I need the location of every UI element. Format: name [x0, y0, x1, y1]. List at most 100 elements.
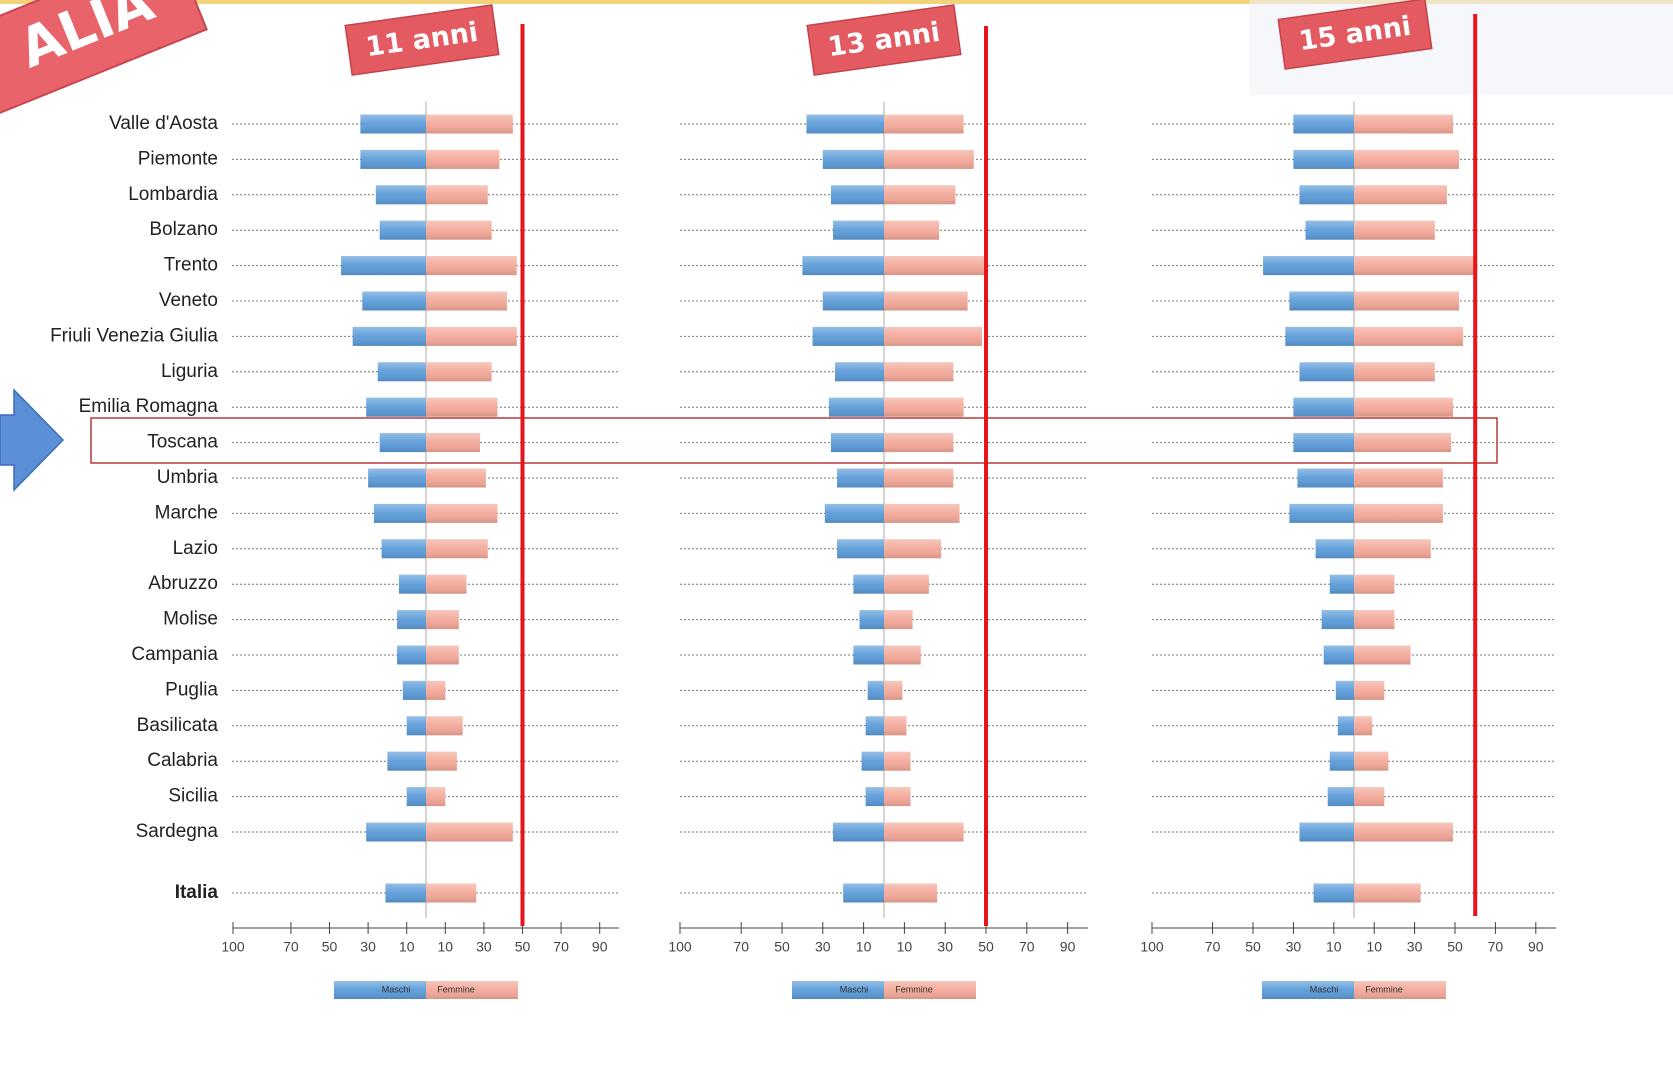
bar-shine: [426, 220, 492, 240]
category-label: Campania: [131, 644, 218, 665]
x-tick-label: 70: [553, 939, 569, 955]
bar-shine: [884, 220, 940, 240]
category-label: Lazio: [173, 538, 218, 559]
legend-label: Femmine: [895, 984, 933, 994]
bar-shine: [828, 397, 884, 417]
x-tick-label: 50: [774, 939, 790, 955]
bar-shine: [1354, 787, 1385, 807]
bar-shine: [884, 326, 982, 346]
bar-shine: [426, 787, 446, 807]
bar-shine: [1335, 680, 1354, 700]
x-tick-label: 30: [360, 939, 376, 955]
x-tick-label: 30: [937, 939, 953, 955]
bar-shine: [1299, 362, 1354, 382]
title-box: [344, 4, 500, 76]
chart-title-box: 15 anni: [1277, 0, 1433, 70]
bar-shine: [1354, 883, 1421, 903]
bar-shine: [865, 716, 884, 736]
legend-shine: [334, 981, 426, 999]
bar-shine: [806, 114, 884, 134]
category-label: Basilicata: [137, 715, 219, 736]
bar-shine: [837, 468, 884, 488]
bar-shine: [853, 574, 884, 594]
bar-shine: [1293, 149, 1354, 169]
bar-shine: [426, 114, 513, 134]
bar-shine: [1329, 751, 1354, 771]
bar-shine: [426, 680, 446, 700]
bar-shine: [398, 574, 426, 594]
bar-shine: [861, 751, 884, 771]
bar-shine: [426, 433, 481, 453]
bar-shine: [426, 574, 467, 594]
bar-shine: [822, 291, 884, 311]
bar-shine: [1315, 539, 1354, 559]
bar-shine: [406, 787, 426, 807]
x-tick-label: 10: [1326, 939, 1342, 955]
bar-shine: [884, 362, 954, 382]
bar-shine: [884, 539, 942, 559]
bar-shine: [360, 149, 426, 169]
bar-shine: [865, 787, 884, 807]
category-label: Abruzzo: [148, 573, 218, 594]
bar-shine: [426, 326, 517, 346]
bar-shine: [368, 468, 426, 488]
bar-shine: [426, 397, 498, 417]
bar-shine: [884, 680, 903, 700]
bar-shine: [853, 645, 884, 665]
bar-shine: [397, 610, 426, 630]
x-tick-label: 100: [668, 939, 692, 955]
x-tick-label: 50: [322, 939, 338, 955]
bar-shine: [884, 291, 968, 311]
legend-label: Maschi: [1310, 984, 1339, 994]
bar-shine: [426, 256, 517, 276]
bar-shine: [884, 716, 907, 736]
bar-shine: [1354, 574, 1395, 594]
bar-shine: [426, 822, 513, 842]
bar-shine: [802, 256, 884, 276]
category-label: Sardegna: [136, 821, 219, 842]
x-tick-label: 90: [592, 939, 608, 955]
bar-shine: [1263, 256, 1354, 276]
x-tick-label: 50: [1447, 939, 1463, 955]
bar-shine: [884, 574, 929, 594]
bar-shine: [426, 645, 459, 665]
category-label: Trento: [164, 255, 218, 276]
bar-shine: [1327, 787, 1354, 807]
bar-shine: [426, 610, 459, 630]
bar-shine: [1354, 822, 1453, 842]
bar-shine: [884, 883, 938, 903]
category-label: Molise: [163, 609, 218, 630]
bar-shine: [406, 716, 426, 736]
legend-shine: [1354, 981, 1446, 999]
arrow: [0, 388, 65, 492]
bar-shine: [426, 468, 486, 488]
category-label: Marche: [155, 502, 218, 523]
bar-shine: [1329, 574, 1354, 594]
bar-shine: [884, 397, 964, 417]
bar-shine: [1313, 883, 1354, 903]
banner-box: [0, 0, 208, 140]
bar-shine: [1354, 503, 1443, 523]
bar-shine: [426, 883, 477, 903]
legend-label: Femmine: [1365, 984, 1403, 994]
legend-shine: [426, 981, 518, 999]
bar-shine: [375, 185, 426, 205]
bar-shine: [884, 503, 960, 523]
x-tick-label: 50: [1245, 939, 1261, 955]
x-tick-label: 70: [1205, 939, 1221, 955]
legend-shine: [884, 981, 976, 999]
bar-shine: [843, 883, 884, 903]
bar-shine: [822, 149, 884, 169]
bar-shine: [833, 220, 884, 240]
bar-shine: [1354, 645, 1411, 665]
bar-shine: [812, 326, 884, 346]
bar-shine: [830, 433, 884, 453]
category-label: Piemonte: [138, 148, 218, 169]
legend-shine: [1262, 981, 1354, 999]
bar-shine: [1321, 610, 1354, 630]
bar-shine: [884, 822, 964, 842]
bar-shine: [426, 539, 488, 559]
bar-shine: [884, 256, 986, 276]
bar-shine: [1293, 433, 1354, 453]
